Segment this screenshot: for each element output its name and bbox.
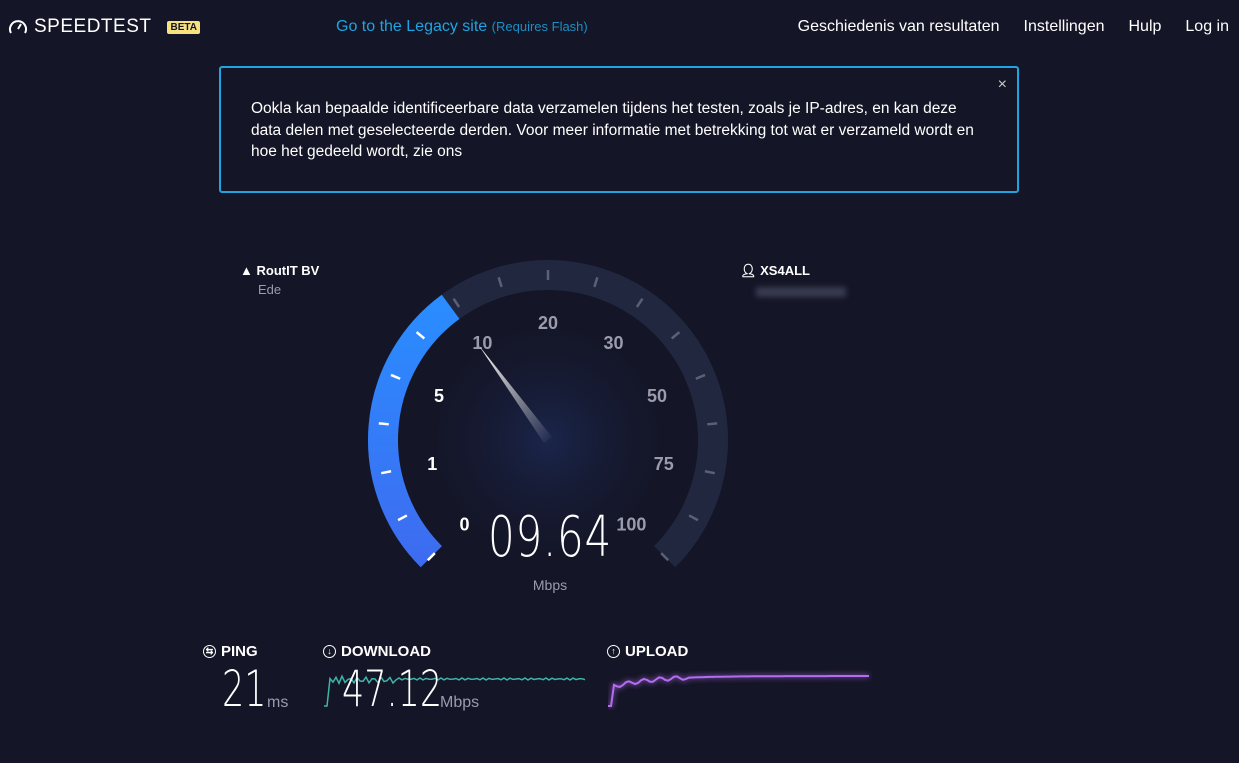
gauge-tick xyxy=(695,373,706,380)
gauge-tick xyxy=(452,297,461,308)
gauge-tick xyxy=(704,469,715,475)
gauge-tick xyxy=(390,373,401,380)
isp-name: XS4ALL xyxy=(760,263,810,278)
logo-text: SPEEDTEST xyxy=(34,16,152,37)
ping-label: PING xyxy=(221,643,258,660)
download-graph xyxy=(324,674,586,707)
privacy-notice: × Ookla kan bepaalde identificeerbare da… xyxy=(219,66,1019,193)
gauge-label: 10 xyxy=(472,333,492,353)
download-header: ↓ DOWNLOAD xyxy=(323,643,431,660)
ping-header: ⇆ PING xyxy=(203,643,258,660)
gauge-needle xyxy=(478,344,553,443)
gauge-label: 50 xyxy=(647,386,667,406)
nav-history[interactable]: Geschiedenis van resultaten xyxy=(797,18,1000,35)
notice-text: Ookla kan bepaalde identificeerbare data… xyxy=(251,100,974,160)
gauge-label: 100 xyxy=(616,514,646,534)
ping-unit: ms xyxy=(267,694,289,711)
download-label: DOWNLOAD xyxy=(341,643,431,660)
gauge-tick xyxy=(381,469,392,475)
server-location: Ede xyxy=(258,282,282,297)
gauge-label: 5 xyxy=(434,386,444,406)
isp-info: 👤︎ XS4ALL xyxy=(740,263,846,297)
gauge-label: 30 xyxy=(604,333,624,353)
ping-icon: ⇆ xyxy=(203,645,216,658)
upload-icon: ↑ xyxy=(607,645,620,658)
nav-help[interactable]: Hulp xyxy=(1128,18,1162,35)
nav-settings[interactable]: Instellingen xyxy=(1023,18,1105,35)
gauge-tick xyxy=(378,422,389,426)
gauge-tick xyxy=(670,331,681,340)
gauge-tick xyxy=(426,552,436,562)
speedtest-logo[interactable]: SPEEDTEST BETA xyxy=(8,16,200,38)
gauge-tick xyxy=(593,276,599,288)
upload-header: ↑ UPLOAD xyxy=(607,643,688,660)
gauge-tick xyxy=(688,514,699,522)
legacy-site-link[interactable]: Go to the Legacy site (Requires Flash) xyxy=(336,18,588,36)
close-icon[interactable]: × xyxy=(997,76,1007,93)
gauge-label: 0 xyxy=(460,514,470,534)
top-nav: Geschiedenis van resultaten Instellingen… xyxy=(798,18,1229,36)
user-icon: 👤︎ xyxy=(740,263,757,278)
ip-address-blurred xyxy=(756,287,846,297)
server-name: RoutIT BV xyxy=(256,263,320,278)
download-value: 47.12 xyxy=(342,660,443,718)
upload-label: UPLOAD xyxy=(625,643,689,660)
upload-graph xyxy=(608,675,869,707)
gauge-tick xyxy=(707,422,718,426)
gauge-tick xyxy=(497,276,503,288)
server-info[interactable]: ▲ RoutIT BV Ede xyxy=(240,263,319,297)
gauge-tick xyxy=(660,552,670,562)
gauge-tick xyxy=(635,297,644,308)
legacy-link-text[interactable]: Go to the Legacy site xyxy=(336,18,488,35)
gauge-tick xyxy=(415,331,426,340)
gauge-icon xyxy=(9,20,27,34)
download-icon: ↓ xyxy=(323,645,336,658)
beta-badge: BETA xyxy=(167,20,200,34)
nav-login[interactable]: Log in xyxy=(1185,18,1229,35)
gauge-tick xyxy=(397,514,408,522)
legacy-note: (Requires Flash) xyxy=(491,19,588,34)
ping-value: 21 xyxy=(222,660,267,718)
gauge-label: 20 xyxy=(538,313,558,333)
current-speed: 09.64 xyxy=(487,505,612,570)
speed-unit: Mbps xyxy=(532,577,568,593)
server-icon: ▲ xyxy=(240,263,253,278)
download-unit: Mbps xyxy=(440,694,480,711)
gauge-label: 1 xyxy=(427,454,437,474)
gauge-label: 75 xyxy=(654,454,674,474)
